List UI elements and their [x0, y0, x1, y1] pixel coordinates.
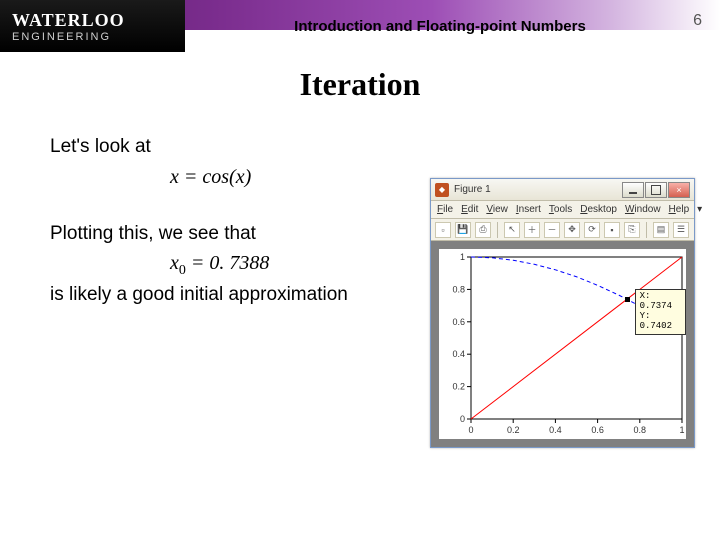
- text-line-1: Let's look at: [50, 133, 670, 161]
- svg-text:0.8: 0.8: [634, 425, 647, 435]
- svg-text:0: 0: [468, 425, 473, 435]
- equation-1-text: x = cos(x): [170, 166, 251, 188]
- print-icon[interactable]: ⎙: [475, 222, 491, 238]
- plot-axes[interactable]: 0 0.2 0.4 0.6 0.8 1 0 0.2 0.4 0.6 0.8 1 X: 0.7374 Y…: [439, 249, 686, 439]
- new-file-icon[interactable]: ▫: [435, 222, 451, 238]
- menu-more-icon[interactable]: ▾: [697, 204, 702, 215]
- figure-menubar: File Edit View Insert Tools Desktop Wind…: [431, 201, 694, 219]
- figure-title: Figure 1: [454, 184, 622, 195]
- logo-sub-text: ENGINEERING: [12, 31, 185, 43]
- plot-svg: 0 0.2 0.4 0.6 0.8 1 0 0.2 0.4 0.6 0.8 1: [439, 249, 688, 439]
- datatip-box[interactable]: X: 0.7374 Y: 0.7402: [635, 289, 686, 335]
- svg-text:0.6: 0.6: [452, 317, 465, 327]
- figure-canvas-area: 0 0.2 0.4 0.6 0.8 1 0 0.2 0.4 0.6 0.8 1 X: 0.7374 Y…: [431, 241, 694, 447]
- svg-text:0: 0: [460, 414, 465, 424]
- maximize-button[interactable]: [645, 182, 667, 198]
- close-button[interactable]: ×: [668, 182, 690, 198]
- minimize-button[interactable]: [622, 182, 644, 198]
- svg-text:0.4: 0.4: [452, 349, 465, 359]
- link-icon[interactable]: ⎘: [624, 222, 640, 238]
- svg-text:0.6: 0.6: [591, 425, 604, 435]
- figure-titlebar[interactable]: ◆ Figure 1 ×: [431, 179, 694, 201]
- menu-insert[interactable]: Insert: [516, 204, 541, 215]
- colorbar-icon[interactable]: ▤: [653, 222, 669, 238]
- datatip-marker[interactable]: [625, 297, 630, 302]
- header-bar: WATERLOO ENGINEERING Introduction and Fl…: [0, 0, 720, 52]
- menu-edit[interactable]: Edit: [461, 204, 478, 215]
- menu-view[interactable]: View: [486, 204, 508, 215]
- pointer-icon[interactable]: ↖: [504, 222, 520, 238]
- toolbar-separator: [497, 222, 498, 238]
- menu-window[interactable]: Window: [625, 204, 661, 215]
- matlab-figure-window: ◆ Figure 1 × File Edit View Insert Tools…: [430, 178, 695, 448]
- menu-file[interactable]: File: [437, 204, 453, 215]
- svg-text:0.4: 0.4: [549, 425, 562, 435]
- matlab-icon: ◆: [435, 183, 449, 197]
- equation-2-sub: 0: [179, 263, 186, 278]
- svg-text:0.8: 0.8: [452, 284, 465, 294]
- menu-desktop[interactable]: Desktop: [580, 204, 617, 215]
- logo-main-text: WATERLOO: [12, 10, 185, 31]
- toolbar-separator-2: [646, 222, 647, 238]
- page-number: 6: [693, 12, 702, 30]
- datatip-x: X: 0.7374: [640, 292, 681, 312]
- svg-text:1: 1: [460, 252, 465, 262]
- rotate-icon[interactable]: ⟳: [584, 222, 600, 238]
- figure-toolbar: ▫ 💾 ⎙ ↖ ＋ － ✥ ⟳ ▪ ⎘ ▤ ☰: [431, 219, 694, 241]
- zoom-out-icon[interactable]: －: [544, 222, 560, 238]
- window-buttons: ×: [622, 182, 690, 198]
- svg-text:0.2: 0.2: [452, 382, 465, 392]
- equation-2-var: x: [170, 252, 179, 274]
- logo-block: WATERLOO ENGINEERING: [0, 0, 185, 52]
- menu-tools[interactable]: Tools: [549, 204, 572, 215]
- save-icon[interactable]: 💾: [455, 222, 471, 238]
- legend-icon[interactable]: ☰: [673, 222, 689, 238]
- running-title: Introduction and Floating-point Numbers: [200, 18, 680, 35]
- zoom-in-icon[interactable]: ＋: [524, 222, 540, 238]
- datatip-icon[interactable]: ▪: [604, 222, 620, 238]
- datatip-y: Y: 0.7402: [640, 312, 681, 332]
- pan-icon[interactable]: ✥: [564, 222, 580, 238]
- svg-text:0.2: 0.2: [507, 425, 520, 435]
- equation-2-rhs: = 0. 7388: [186, 252, 270, 274]
- menu-help[interactable]: Help: [669, 204, 690, 215]
- svg-text:1: 1: [679, 425, 684, 435]
- slide-title: Iteration: [0, 66, 720, 103]
